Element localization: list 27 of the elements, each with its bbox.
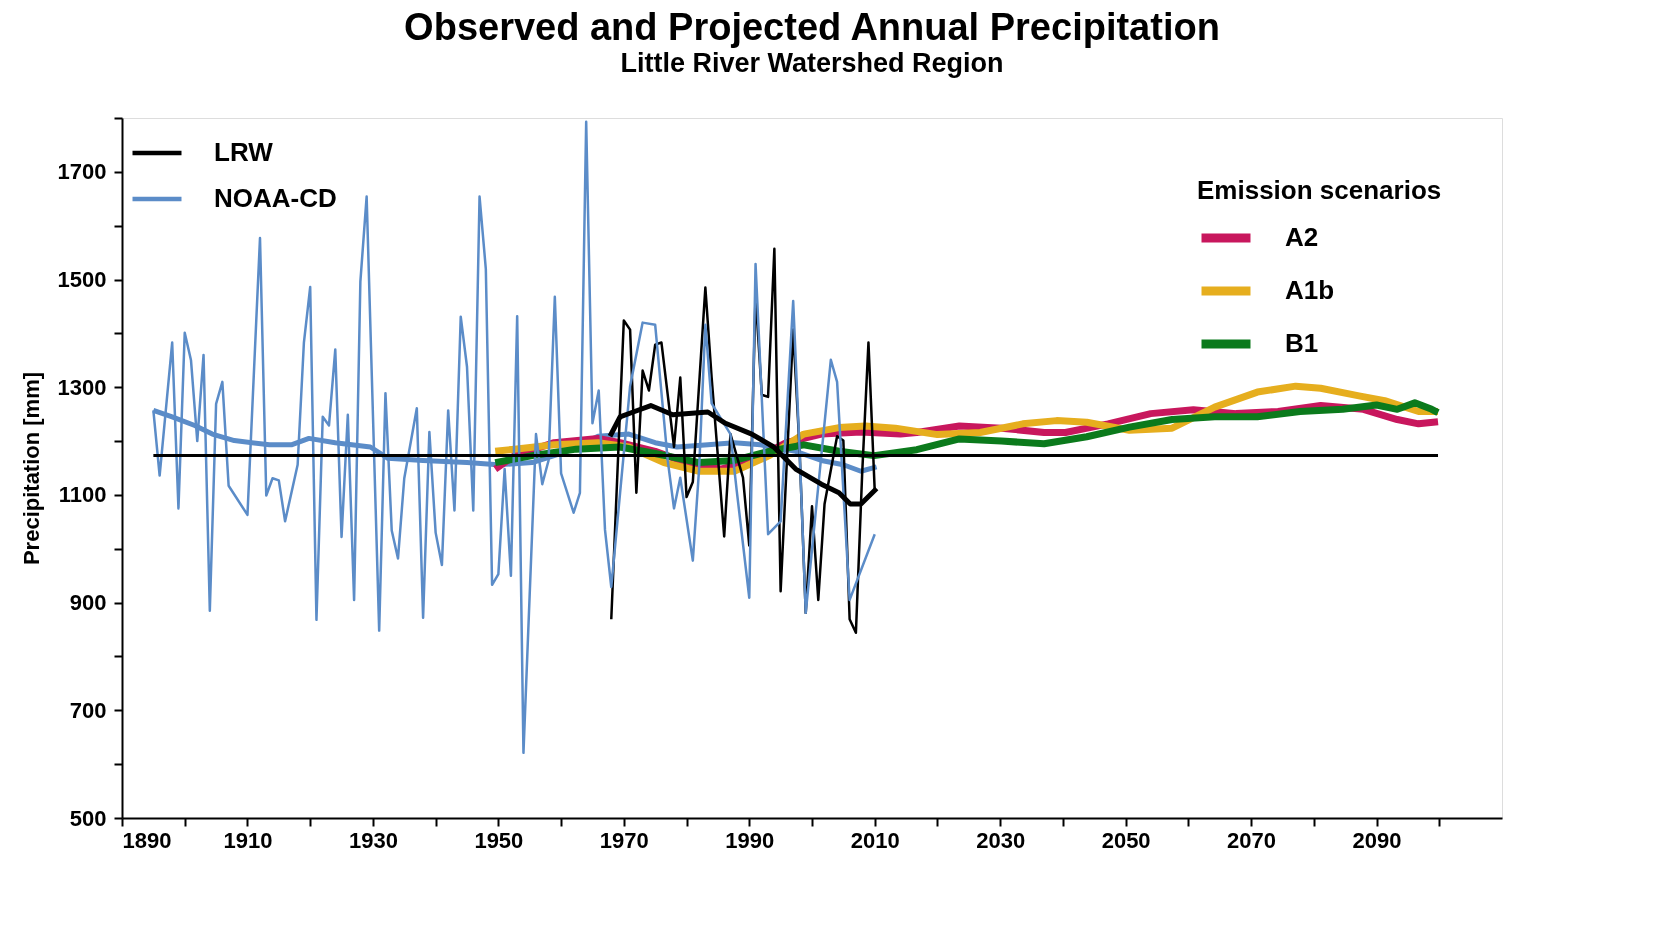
y-axis-title: Precipitation [mm] xyxy=(18,371,44,566)
legend-label: B1 xyxy=(1285,328,1319,358)
y-tick-label: 700 xyxy=(69,697,107,723)
legend-title: Emission scenarios xyxy=(1197,175,1442,205)
x-tick-label: 1930 xyxy=(348,827,398,853)
x-tick-label: 1890 xyxy=(122,827,172,853)
x-tick-label: 2050 xyxy=(1101,827,1151,853)
chart-title: Observed and Projected Annual Precipitation xyxy=(404,6,1220,48)
x-tick-label: 2030 xyxy=(976,827,1026,853)
x-tick-label: 1910 xyxy=(223,827,273,853)
y-tick-label: 1700 xyxy=(57,159,107,185)
x-tick-label: 1950 xyxy=(474,827,524,853)
y-tick-label: 1500 xyxy=(57,267,107,293)
y-tick-label: 500 xyxy=(69,805,107,831)
legend-label: A2 xyxy=(1285,222,1319,252)
chart-subtitle: Little River Watershed Region xyxy=(620,48,1004,78)
y-tick-label: 900 xyxy=(69,590,107,616)
legend-label: NOAA-CD xyxy=(214,183,337,213)
legend-label: LRW xyxy=(214,137,274,167)
y-tick-label: 1100 xyxy=(58,482,107,508)
y-tick-label: 1300 xyxy=(57,374,107,400)
x-tick-label: 1990 xyxy=(725,827,775,853)
x-tick-label: 1970 xyxy=(599,827,649,853)
x-tick-label: 2070 xyxy=(1227,827,1277,853)
x-tick-label: 2010 xyxy=(850,827,900,853)
x-tick-label: 2090 xyxy=(1352,827,1402,853)
legend-label: A1b xyxy=(1285,275,1335,305)
